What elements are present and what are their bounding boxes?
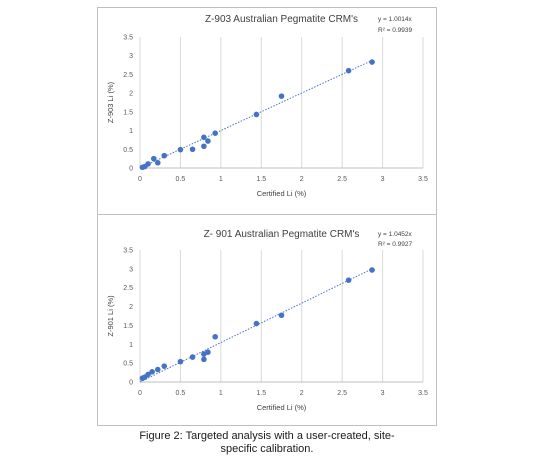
data-point bbox=[150, 155, 157, 162]
chart-title: Z-903 Australian Pegmatite CRM's bbox=[205, 14, 358, 25]
x-tick-label: 2.5 bbox=[337, 176, 347, 183]
data-point bbox=[253, 320, 260, 327]
data-point bbox=[154, 159, 161, 166]
y-tick-label: 1.5 bbox=[123, 323, 133, 330]
x-tick-label: 0.5 bbox=[176, 390, 186, 397]
x-tick-label: 0 bbox=[138, 390, 142, 397]
x-tick-label: 3 bbox=[381, 390, 385, 397]
data-point bbox=[212, 130, 218, 136]
x-tick-label: 3.5 bbox=[418, 176, 428, 183]
figure-caption: Figure 2: Targeted analysis with a user-… bbox=[0, 430, 534, 456]
y-tick-label: 2.5 bbox=[123, 285, 133, 292]
chart-1: 0 0.5 1 1.5 2 2.5 3 3.5 0 0.5 1 1.5 2 2.5 3 3.5 Z-903 Au… bbox=[106, 14, 428, 198]
x-tick-label: 2 bbox=[300, 390, 304, 397]
x-tick-label: 1 bbox=[219, 390, 223, 397]
x-tick-label: 0 bbox=[138, 176, 142, 183]
x-axis-label: Certified Li (%) bbox=[257, 189, 307, 198]
y-tick-label: 2 bbox=[129, 304, 133, 311]
y-tick-label: 3 bbox=[129, 266, 133, 273]
caption-line-2: specific calibration. bbox=[220, 443, 314, 455]
data-point bbox=[369, 59, 375, 65]
chart-title: Z- 901 Australian Pegmatite CRM's bbox=[204, 229, 360, 240]
y-tick-label: 3.5 bbox=[123, 248, 133, 255]
data-point bbox=[212, 333, 218, 340]
y-axis-label: Z-903 Li (%) bbox=[106, 81, 115, 123]
data-point bbox=[201, 143, 207, 150]
trendline-r-squared: R² = 0.9927 bbox=[378, 241, 413, 248]
data-point bbox=[145, 371, 151, 378]
x-tick-label: 2 bbox=[300, 176, 304, 183]
y-tick-label: 2.5 bbox=[123, 72, 133, 79]
y-tick-label: 2 bbox=[129, 91, 133, 98]
data-point bbox=[369, 267, 375, 273]
y-tick-label: 1 bbox=[129, 128, 133, 135]
data-point bbox=[189, 146, 196, 153]
trendline-equation: y = 1.0014x bbox=[378, 16, 413, 23]
data-point bbox=[189, 354, 196, 360]
y-tick-label: 3 bbox=[129, 53, 133, 60]
x-tick-label: 3 bbox=[381, 176, 385, 183]
chart-frame bbox=[97, 7, 437, 426]
data-point bbox=[205, 138, 211, 144]
data-point bbox=[201, 356, 207, 363]
y-tick-label: 1.5 bbox=[123, 109, 133, 116]
data-point bbox=[161, 152, 168, 159]
data-point bbox=[278, 93, 285, 99]
data-point bbox=[278, 312, 285, 319]
data-point bbox=[161, 363, 168, 369]
y-tick-label: 1 bbox=[129, 342, 133, 349]
x-tick-label: 1.5 bbox=[256, 390, 266, 397]
x-axis-label: Certified Li (%) bbox=[257, 403, 307, 412]
chart-2: 0 0.5 1 1.5 2 2.5 3 3.5 0 0.5 1 1.5 2 2.5 3 3.5 Z- 901 A… bbox=[106, 229, 428, 412]
y-tick-label: 0.5 bbox=[123, 361, 133, 368]
y-tick-label: 3.5 bbox=[123, 35, 133, 42]
data-point bbox=[177, 146, 184, 153]
x-tick-label: 2.5 bbox=[337, 390, 347, 397]
trendline-r-squared: R² = 0.9939 bbox=[378, 27, 413, 34]
data-point bbox=[345, 277, 352, 283]
data-point bbox=[145, 161, 151, 167]
caption-line-1: Figure 2: Targeted analysis with a user-… bbox=[139, 430, 395, 442]
data-point bbox=[201, 134, 207, 141]
y-tick-label: 0 bbox=[129, 380, 133, 387]
y-axis-label: Z-901 Li (%) bbox=[106, 295, 115, 337]
x-tick-label: 3.5 bbox=[418, 390, 428, 397]
data-point bbox=[205, 349, 211, 356]
chart-divider bbox=[97, 214, 437, 215]
data-point bbox=[345, 67, 352, 74]
y-tick-label: 0.5 bbox=[123, 147, 133, 154]
trendline-equation: y = 1.0452x bbox=[378, 231, 413, 238]
x-tick-label: 1 bbox=[219, 176, 223, 183]
x-tick-label: 1.5 bbox=[256, 176, 266, 183]
data-point bbox=[154, 366, 161, 373]
data-point bbox=[149, 369, 155, 375]
data-point bbox=[253, 111, 260, 118]
y-tick-label: 0 bbox=[129, 166, 133, 173]
x-tick-label: 0.5 bbox=[176, 176, 186, 183]
data-point bbox=[177, 358, 184, 365]
